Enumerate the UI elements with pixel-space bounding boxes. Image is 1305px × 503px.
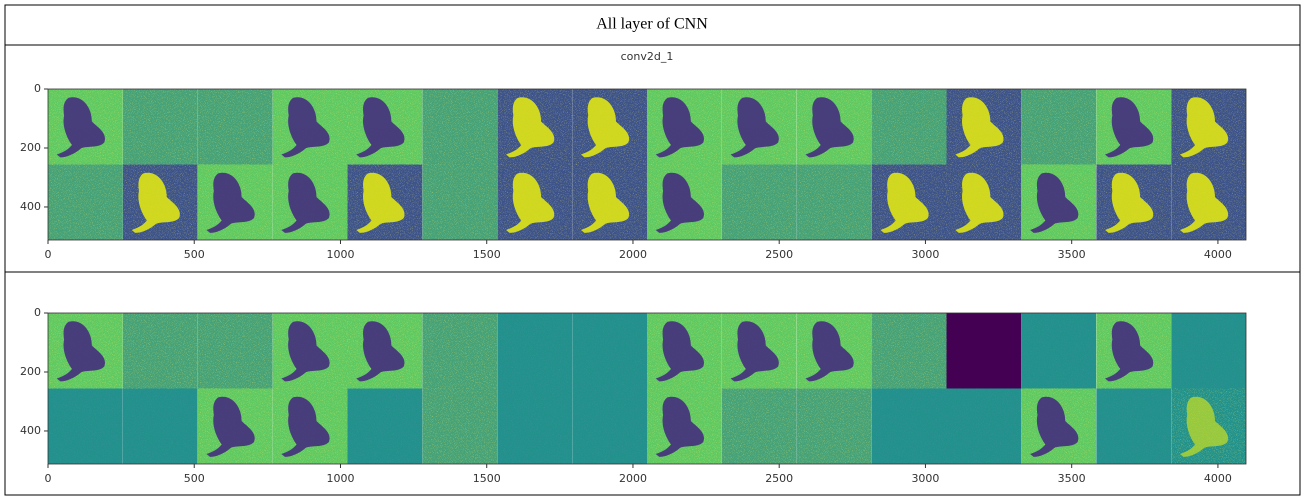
feature-map [946,164,1022,240]
feature-map [422,313,498,389]
feature-map [48,89,123,165]
feature-map [1171,89,1246,165]
feature-map [647,313,722,389]
feature-map [48,164,123,240]
feature-map [122,164,198,240]
x-tick-label: 2000 [619,472,647,485]
feature-map [1021,388,1097,464]
feature-map [272,89,348,165]
panel-title: conv2d_1 [621,50,674,63]
feature-map [197,388,273,464]
feature-map [272,313,348,389]
x-tick-label: 3000 [911,472,939,485]
plot-frame [47,312,1247,465]
feature-map [1096,388,1172,464]
feature-map [422,388,498,464]
feature-map [272,388,348,464]
feature-map [1021,89,1097,165]
x-tick-label: 3000 [911,248,939,261]
x-tick-label: 1500 [473,248,501,261]
feature-map [1171,164,1246,240]
feature-map [572,313,647,389]
feature-map [1096,313,1172,389]
y-tick-label: 200 [20,141,41,154]
feature-map [497,313,573,389]
feature-map [1096,89,1172,165]
feature-map [122,313,198,389]
feature-map [1021,313,1097,389]
feature-map [946,388,1022,464]
feature-map [647,164,722,240]
feature-map [48,313,123,389]
feature-map [1171,388,1246,464]
feature-map [497,388,573,464]
feature-map [796,164,872,240]
feature-map [1021,164,1097,240]
feature-map [871,388,947,464]
feature-map [197,89,273,165]
plot-frame [47,88,1247,241]
frame [4,4,1301,496]
feature-map [721,388,797,464]
feature-map [796,313,872,389]
x-tick-label: 4000 [1204,472,1232,485]
feature-map [272,164,348,240]
x-tick-label: 0 [45,472,52,485]
x-tick-label: 500 [184,472,205,485]
feature-map [796,89,872,165]
feature-map [497,164,573,240]
x-tick-label: 1000 [326,248,354,261]
x-tick-label: 1500 [473,472,501,485]
feature-map [347,89,423,165]
y-tick-label: 200 [20,365,41,378]
x-tick-label: 500 [184,248,205,261]
feature-map [647,89,722,165]
feature-map [422,89,498,165]
feature-map [572,89,647,165]
y-tick-label: 0 [34,306,41,319]
feature-map [871,89,947,165]
y-tick-label: 400 [20,424,41,437]
x-tick-label: 1000 [326,472,354,485]
feature-map [871,313,947,389]
feature-map [48,388,123,464]
y-tick-label: 400 [20,200,41,213]
feature-map [572,388,647,464]
x-tick-label: 3500 [1058,472,1086,485]
feature-map [1096,164,1172,240]
feature-map [796,388,872,464]
feature-map [721,164,797,240]
feature-map [497,89,573,165]
x-tick-label: 4000 [1204,248,1232,261]
x-tick-label: 2500 [765,472,793,485]
feature-map [197,164,273,240]
y-tick-label: 0 [34,82,41,95]
feature-map [946,313,1022,389]
x-tick-label: 2500 [765,248,793,261]
feature-map [721,313,797,389]
feature-map [946,89,1022,165]
figure-title: All layer of CNN [596,16,708,33]
feature-map [347,388,423,464]
feature-map [347,313,423,389]
feature-map [647,388,722,464]
feature-map [721,89,797,165]
feature-map [197,313,273,389]
feature-map [422,164,498,240]
feature-map [871,164,947,240]
feature-map [1171,313,1246,389]
feature-map [347,164,423,240]
x-tick-label: 3500 [1058,248,1086,261]
feature-map [122,89,198,165]
x-tick-label: 2000 [619,248,647,261]
feature-map [572,164,647,240]
x-tick-label: 0 [45,248,52,261]
feature-map [122,388,198,464]
